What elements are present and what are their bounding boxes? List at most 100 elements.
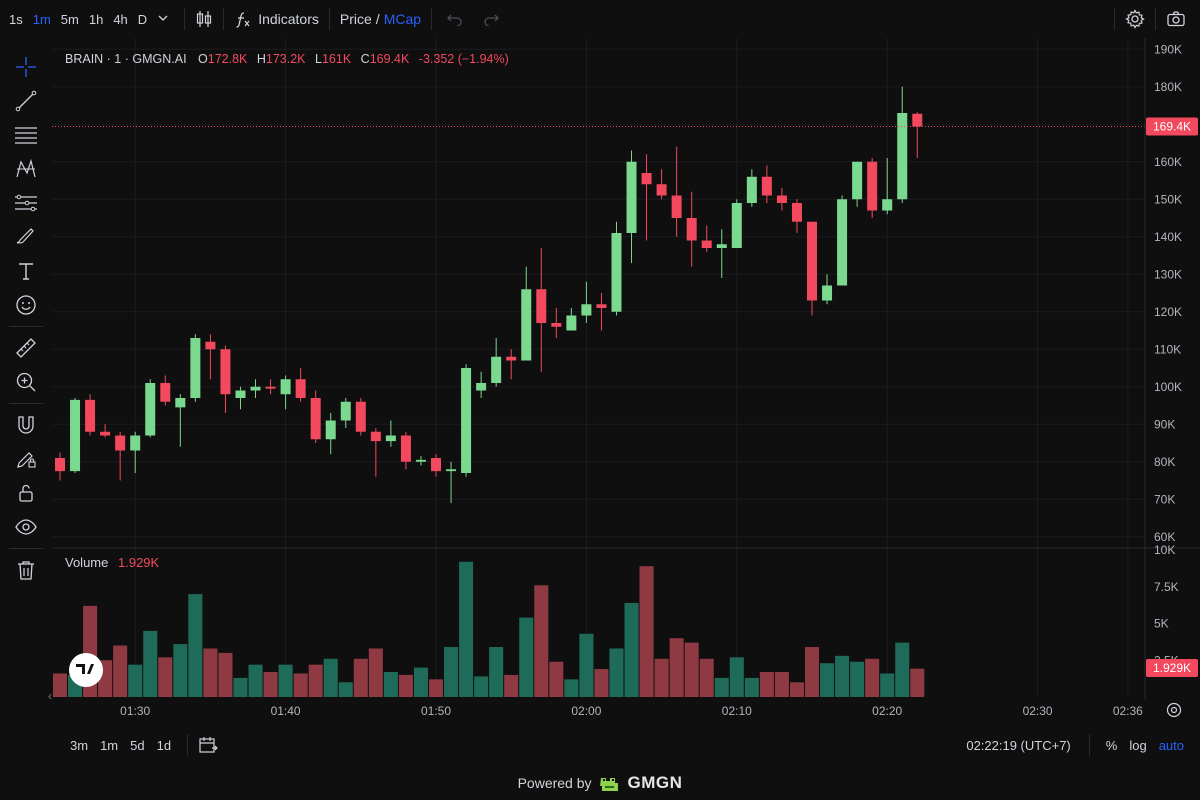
timeframe-1m[interactable]: 1m <box>32 11 51 27</box>
range-5d[interactable]: 5d <box>130 737 145 753</box>
volume-badge <box>1146 659 1198 677</box>
volume-value: 1.929K <box>118 555 160 570</box>
axis-settings-button[interactable] <box>1166 702 1182 718</box>
volume-bar <box>188 594 203 697</box>
candle-body <box>295 379 306 398</box>
volume-bar <box>850 661 865 697</box>
candle-body <box>641 173 652 185</box>
delete-tool[interactable] <box>9 553 43 587</box>
calendar-icon <box>199 737 218 753</box>
trendline-tool[interactable] <box>9 84 43 118</box>
brush-tool[interactable] <box>9 220 43 254</box>
log-toggle[interactable]: log <box>1129 737 1147 753</box>
timeframe-d[interactable]: D <box>137 11 148 27</box>
tradingview-logo-mark <box>76 664 94 674</box>
toolbar-divider <box>187 734 189 756</box>
candle-body <box>596 304 607 308</box>
candle-body <box>626 161 637 233</box>
chevron-down-icon[interactable] <box>152 12 174 27</box>
pattern-tool[interactable] <box>9 152 43 186</box>
redo-button[interactable] <box>482 12 500 26</box>
candle-body <box>400 435 411 462</box>
range-1m[interactable]: 1m <box>100 737 119 753</box>
tools-divider <box>9 326 43 327</box>
volume-bar <box>233 677 248 697</box>
price-mcap-toggle[interactable]: Price / MCap <box>340 11 421 27</box>
screenshot-button[interactable] <box>1166 10 1186 28</box>
settings-button[interactable] <box>1125 9 1145 29</box>
lock-tool[interactable] <box>9 476 43 510</box>
undo-button[interactable] <box>446 12 464 26</box>
volume-bar <box>52 673 68 697</box>
candle-body <box>506 356 517 361</box>
projection-icon <box>15 194 37 212</box>
volume-bar <box>895 642 910 697</box>
lock-drawing-tool[interactable] <box>9 442 43 476</box>
volume-bar <box>549 661 564 697</box>
candle-body <box>446 469 457 472</box>
prediction-tool[interactable] <box>9 186 43 220</box>
candles <box>55 86 923 503</box>
slash-separator: / <box>375 11 380 27</box>
volume-bar <box>444 647 459 697</box>
toolbar-divider <box>1088 734 1090 756</box>
candle-body <box>461 368 472 473</box>
emoji-tool[interactable] <box>9 288 43 322</box>
volume-bar <box>865 658 880 697</box>
toolbar-divider <box>223 8 225 30</box>
candle-body <box>325 420 336 440</box>
clock-time[interactable]: 02:22:19 (UTC+7) <box>966 737 1071 753</box>
percent-toggle[interactable]: % <box>1105 737 1118 753</box>
indicators-button[interactable]: Indicators <box>234 10 319 28</box>
candle-body <box>566 315 577 331</box>
timeframe-1s[interactable]: 1s <box>9 11 23 27</box>
range-3m[interactable]: 3m <box>70 737 89 753</box>
chart-grid <box>52 38 1145 697</box>
fib-tool[interactable] <box>9 118 43 152</box>
toolbar-divider <box>431 8 433 30</box>
volume-bar <box>744 677 759 697</box>
candles-type-button[interactable] <box>195 9 213 29</box>
magnet-tool[interactable] <box>9 408 43 442</box>
candle-body <box>656 184 667 196</box>
redo-icon <box>484 14 499 26</box>
volume-bar <box>669 638 684 697</box>
range-1d[interactable]: 1d <box>156 737 172 753</box>
measure-tool[interactable] <box>9 331 43 365</box>
volume-bar <box>248 664 263 697</box>
tools-divider <box>9 548 43 549</box>
volume-bar <box>158 657 173 697</box>
volume-tick-label: 7.5K <box>1154 580 1179 594</box>
visibility-tool[interactable] <box>9 510 43 544</box>
timeframe-4h[interactable]: 4h <box>113 11 128 27</box>
goto-date-button[interactable] <box>198 736 218 754</box>
zoom-tool[interactable] <box>9 365 43 399</box>
candle-body <box>385 435 396 442</box>
volume-bar <box>68 674 83 697</box>
volume-bar <box>519 617 534 697</box>
volume-bar <box>128 664 143 697</box>
time-axis: 01:30 01:40 01:50 02:00 02:10 02:20 02:30 02:36 <box>120 704 1143 718</box>
indicators-label: Indicators <box>258 11 319 27</box>
close-value: 169.4K <box>370 52 410 66</box>
gmgn-brand: GMGN <box>627 772 683 792</box>
candle-body <box>115 435 126 451</box>
pencil-lock-icon <box>17 452 36 468</box>
timeframe-5m[interactable]: 5m <box>60 11 79 27</box>
volume-bar <box>338 682 353 697</box>
powered-by-text: Powered by <box>517 774 592 791</box>
timeframe-1h[interactable]: 1h <box>88 11 104 27</box>
volume-bar <box>820 663 835 697</box>
price-tick-label: 60K <box>1154 530 1175 544</box>
tradingview-logo[interactable] <box>69 653 103 687</box>
auto-toggle[interactable]: auto <box>1158 737 1184 753</box>
candle-body <box>686 218 697 241</box>
price-tick-label: 130K <box>1154 267 1182 281</box>
volume-bar <box>699 658 714 697</box>
candle-body <box>280 379 291 395</box>
volume-bar <box>774 672 789 697</box>
crosshair-tool[interactable] <box>9 50 43 84</box>
text-tool[interactable] <box>9 254 43 288</box>
price-label: Price <box>339 11 372 27</box>
